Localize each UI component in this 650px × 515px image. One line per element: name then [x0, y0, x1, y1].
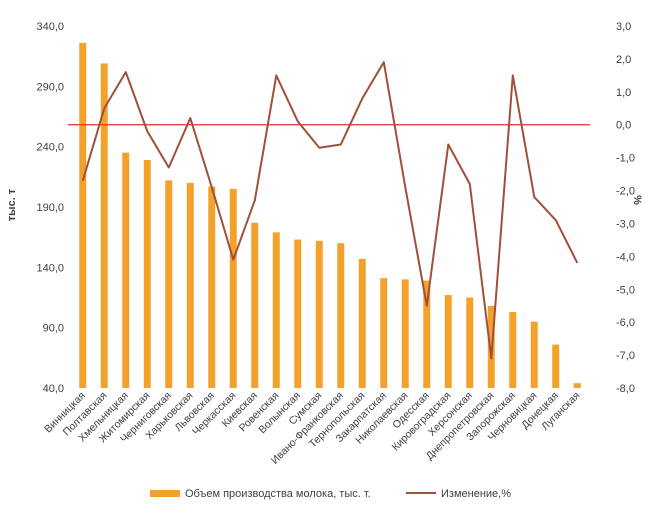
bar — [294, 239, 302, 388]
bar — [380, 278, 388, 388]
bar — [272, 232, 280, 388]
category-labels: ВинницкаяПолтавскаяХмельницкаяЖитомирска… — [42, 390, 582, 467]
bar — [573, 383, 581, 388]
right-tick-label: -7,0 — [616, 350, 635, 362]
left-tick-label: 240,0 — [36, 142, 64, 154]
bar — [79, 42, 87, 388]
bar — [444, 295, 452, 388]
bar — [186, 182, 194, 388]
bar — [337, 243, 345, 388]
legend-bar-label: Объем производства молока, тыс. т. — [185, 488, 371, 500]
right-tick-label: 1,0 — [616, 87, 631, 99]
bar — [251, 222, 259, 388]
bar — [229, 188, 237, 388]
left-tick-label: 340,0 — [36, 21, 64, 33]
legend-line-label: Изменение,% — [441, 488, 511, 500]
right-tick-label: -3,0 — [616, 218, 635, 230]
bar — [552, 344, 560, 388]
right-axis-ticks: -8,0 -7,0 -6,0 -5,0 -4,0 -3,0 -2,0 -1,0 0,0 1,0 2,… — [616, 21, 635, 395]
right-tick-label: -8,0 — [616, 383, 635, 395]
bar — [509, 311, 517, 388]
bar — [530, 321, 538, 388]
left-axis-title: тыс. т — [6, 188, 18, 221]
right-tick-label: 2,0 — [616, 54, 631, 66]
bar — [401, 279, 409, 388]
line-series — [81, 61, 579, 360]
left-tick-label: 40,0 — [43, 383, 64, 395]
left-tick-label: 190,0 — [36, 202, 64, 214]
right-tick-label: 0,0 — [616, 120, 631, 132]
bar — [143, 159, 151, 388]
right-tick-label: -1,0 — [616, 153, 635, 165]
left-tick-label: 290,0 — [36, 81, 64, 93]
right-tick-label: -4,0 — [616, 251, 635, 263]
bar — [100, 63, 108, 388]
change-line — [81, 61, 579, 360]
legend: Объем производства молока, тыс. т. Измен… — [150, 488, 511, 500]
bar — [466, 297, 474, 388]
bar — [165, 180, 173, 388]
left-tick-label: 90,0 — [43, 323, 64, 335]
left-tick-label: 140,0 — [36, 262, 64, 274]
right-tick-label: -6,0 — [616, 317, 635, 329]
right-tick-label: -5,0 — [616, 284, 635, 296]
bar — [122, 152, 130, 388]
bar — [358, 258, 366, 388]
right-tick-label: -2,0 — [616, 186, 635, 198]
bar — [208, 186, 216, 388]
right-axis-title: % — [631, 195, 643, 205]
bar — [315, 240, 323, 388]
bar — [423, 280, 431, 388]
bar-series — [79, 42, 581, 388]
legend-bar-swatch — [150, 490, 180, 497]
right-tick-label: 3,0 — [616, 21, 631, 33]
left-axis-ticks: 40,0 90,0 140,0 190,0 240,0 290,0 340,0 — [36, 21, 64, 395]
